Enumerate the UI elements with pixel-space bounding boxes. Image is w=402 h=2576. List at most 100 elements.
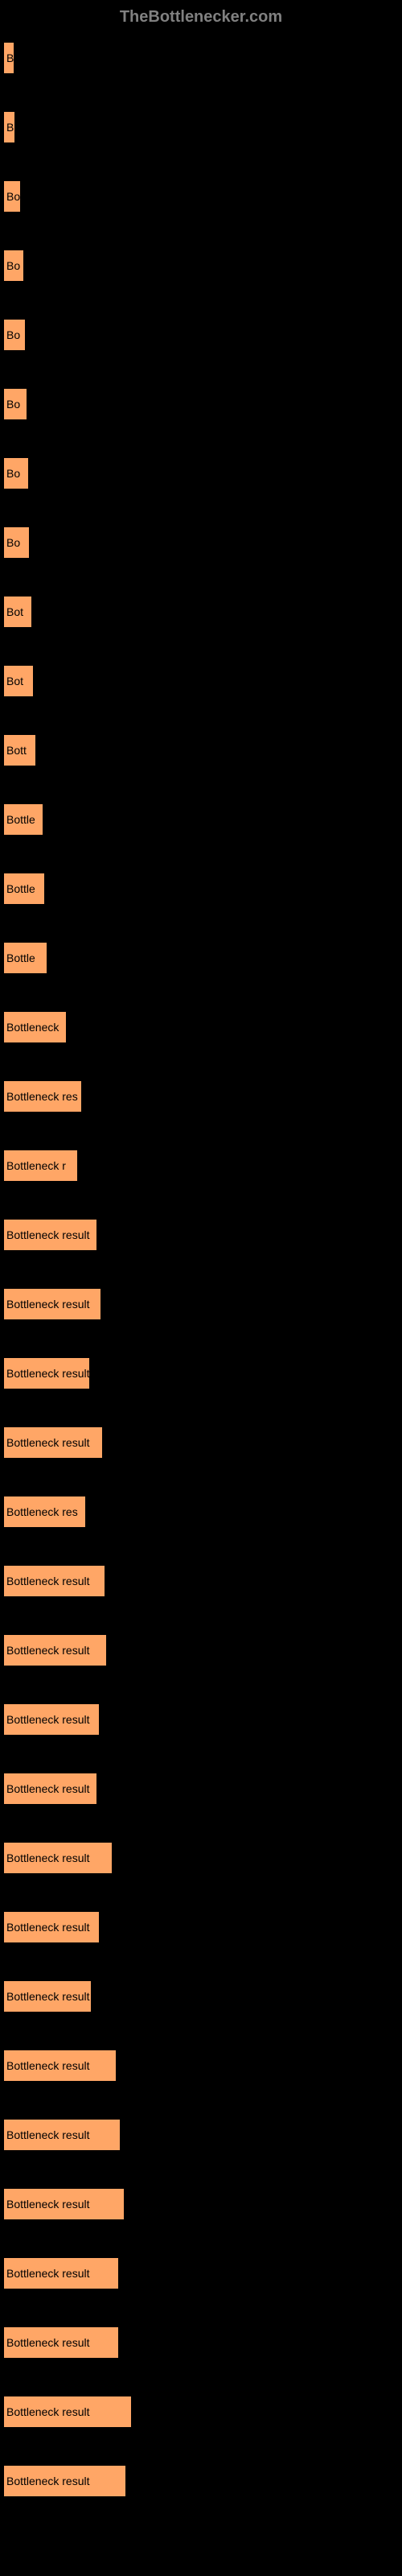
bar-row: Bo <box>4 250 398 281</box>
bar: Bottleneck result <box>4 1358 89 1389</box>
bar-label: Bo <box>6 467 20 480</box>
bar: Bottleneck result <box>4 1220 96 1250</box>
bar: Bo <box>4 389 27 419</box>
bar-row: Bo <box>4 181 398 212</box>
bar-row: Bottleneck result <box>4 1358 398 1389</box>
bar-row: Bottleneck result <box>4 1843 398 1873</box>
bar: Bo <box>4 458 28 489</box>
bar-row: Bottleneck <box>4 1012 398 1042</box>
bar-row: Bottle <box>4 804 398 835</box>
bar-label: Bo <box>6 398 20 411</box>
bar-label: Bottleneck r <box>6 1159 66 1172</box>
bar: Bott <box>4 735 35 766</box>
bar: Bottleneck result <box>4 1427 102 1458</box>
bar-row: Bottleneck result <box>4 2396 398 2427</box>
bar: Bottleneck res <box>4 1496 85 1527</box>
bar-label: Bottleneck result <box>6 1575 90 1587</box>
bar-label: Bo <box>6 328 20 341</box>
bar: Bottleneck result <box>4 2189 124 2219</box>
bar: Bottle <box>4 804 43 835</box>
bar-label: Bo <box>6 259 20 272</box>
bar-label: Bottleneck result <box>6 2267 90 2280</box>
bar-row: Bottleneck result <box>4 2189 398 2219</box>
bar-row: Bottleneck result <box>4 1704 398 1735</box>
bar-label: Bottleneck result <box>6 1228 90 1241</box>
bar: Bottleneck r <box>4 1150 77 1181</box>
bar-row: Bottleneck result <box>4 1912 398 1942</box>
bar-label: Bottleneck res <box>6 1505 78 1518</box>
bar: Bottleneck result <box>4 2258 118 2289</box>
bar-row: Bottleneck res <box>4 1496 398 1527</box>
bar-row: Bottleneck result <box>4 1289 398 1319</box>
bar-label: Bottleneck <box>6 1021 59 1034</box>
bar-row: Bottleneck result <box>4 2327 398 2358</box>
bar-label: Bottleneck result <box>6 1644 90 1657</box>
bar-label: Bottleneck result <box>6 2198 90 2211</box>
bar: Bottleneck result <box>4 2050 116 2081</box>
bar-label: Bottleneck res <box>6 1090 78 1103</box>
bar-row: Bottleneck result <box>4 2120 398 2150</box>
bar: Bot <box>4 666 33 696</box>
bar-row: Bott <box>4 735 398 766</box>
bar-row: Bottleneck result <box>4 2050 398 2081</box>
bar-label: Bottleneck result <box>6 1921 90 1934</box>
bar-row: B <box>4 112 398 142</box>
bar-row: Bo <box>4 389 398 419</box>
bar: Bottleneck result <box>4 1912 99 1942</box>
site-header: TheBottlenecker.com <box>0 8 402 27</box>
bar: Bottleneck result <box>4 2466 125 2496</box>
bar-row: Bottleneck res <box>4 1081 398 1112</box>
bar-row: Bottleneck result <box>4 1566 398 1596</box>
bar-row: Bo <box>4 320 398 350</box>
bar: Bottleneck <box>4 1012 66 1042</box>
bar: Bo <box>4 320 25 350</box>
bar: Bottleneck result <box>4 1289 100 1319</box>
bar: Bottleneck result <box>4 2327 118 2358</box>
bar-row: Bottleneck result <box>4 2258 398 2289</box>
bar: Bottleneck result <box>4 1843 112 1873</box>
bar-row: Bottleneck result <box>4 2466 398 2496</box>
bar-label: Bottleneck result <box>6 1436 90 1449</box>
bar-row: Bottleneck result <box>4 1427 398 1458</box>
bar: Bo <box>4 181 20 212</box>
bar-label: Bottleneck result <box>6 1367 89 1380</box>
bar: Bottleneck result <box>4 1704 99 1735</box>
bar-label: Bot <box>6 605 23 618</box>
bar-row: Bo <box>4 458 398 489</box>
bar-row: B <box>4 43 398 73</box>
bar-label: Bottleneck result <box>6 2336 90 2349</box>
bar-label: Bottleneck result <box>6 1782 90 1795</box>
bar-row: Bot <box>4 666 398 696</box>
bar-label: Bottle <box>6 952 35 964</box>
bar-label: Bottleneck result <box>6 1990 90 2003</box>
bar: Bottleneck res <box>4 1081 81 1112</box>
bar-row: Bo <box>4 527 398 558</box>
bar: Bo <box>4 250 23 281</box>
bar: Bottleneck result <box>4 2396 131 2427</box>
bar-label: Bottle <box>6 813 35 826</box>
bar: Bo <box>4 527 29 558</box>
bar-row: Bottleneck r <box>4 1150 398 1181</box>
bar: Bottleneck result <box>4 1981 91 2012</box>
bar-label: Bottle <box>6 882 35 895</box>
bar-label: B <box>6 52 14 64</box>
bar-label: Bo <box>6 536 20 549</box>
bar: Bot <box>4 597 31 627</box>
bar-label: Bottleneck result <box>6 2059 90 2072</box>
bar-row: Bottle <box>4 873 398 904</box>
bar: B <box>4 43 14 73</box>
bar-label: Bottleneck result <box>6 2405 90 2418</box>
bar-label: Bott <box>6 744 27 757</box>
bar: Bottleneck result <box>4 1566 105 1596</box>
bar-label: Bottleneck result <box>6 1713 90 1726</box>
bar: Bottle <box>4 943 47 973</box>
bar-row: Bottleneck result <box>4 1981 398 2012</box>
bar-label: Bo <box>6 190 20 203</box>
bar-label: Bottleneck result <box>6 1298 90 1311</box>
bar: Bottleneck result <box>4 1773 96 1804</box>
bottleneck-chart: B B Bo Bo Bo Bo Bo Bo Bot Bot Bott Bottle Bottle Bott… <box>0 43 402 2496</box>
bar: B <box>4 112 14 142</box>
bar-row: Bottleneck result <box>4 1773 398 1804</box>
bar-label: Bottleneck result <box>6 1852 90 1864</box>
bar-label: B <box>6 121 14 134</box>
